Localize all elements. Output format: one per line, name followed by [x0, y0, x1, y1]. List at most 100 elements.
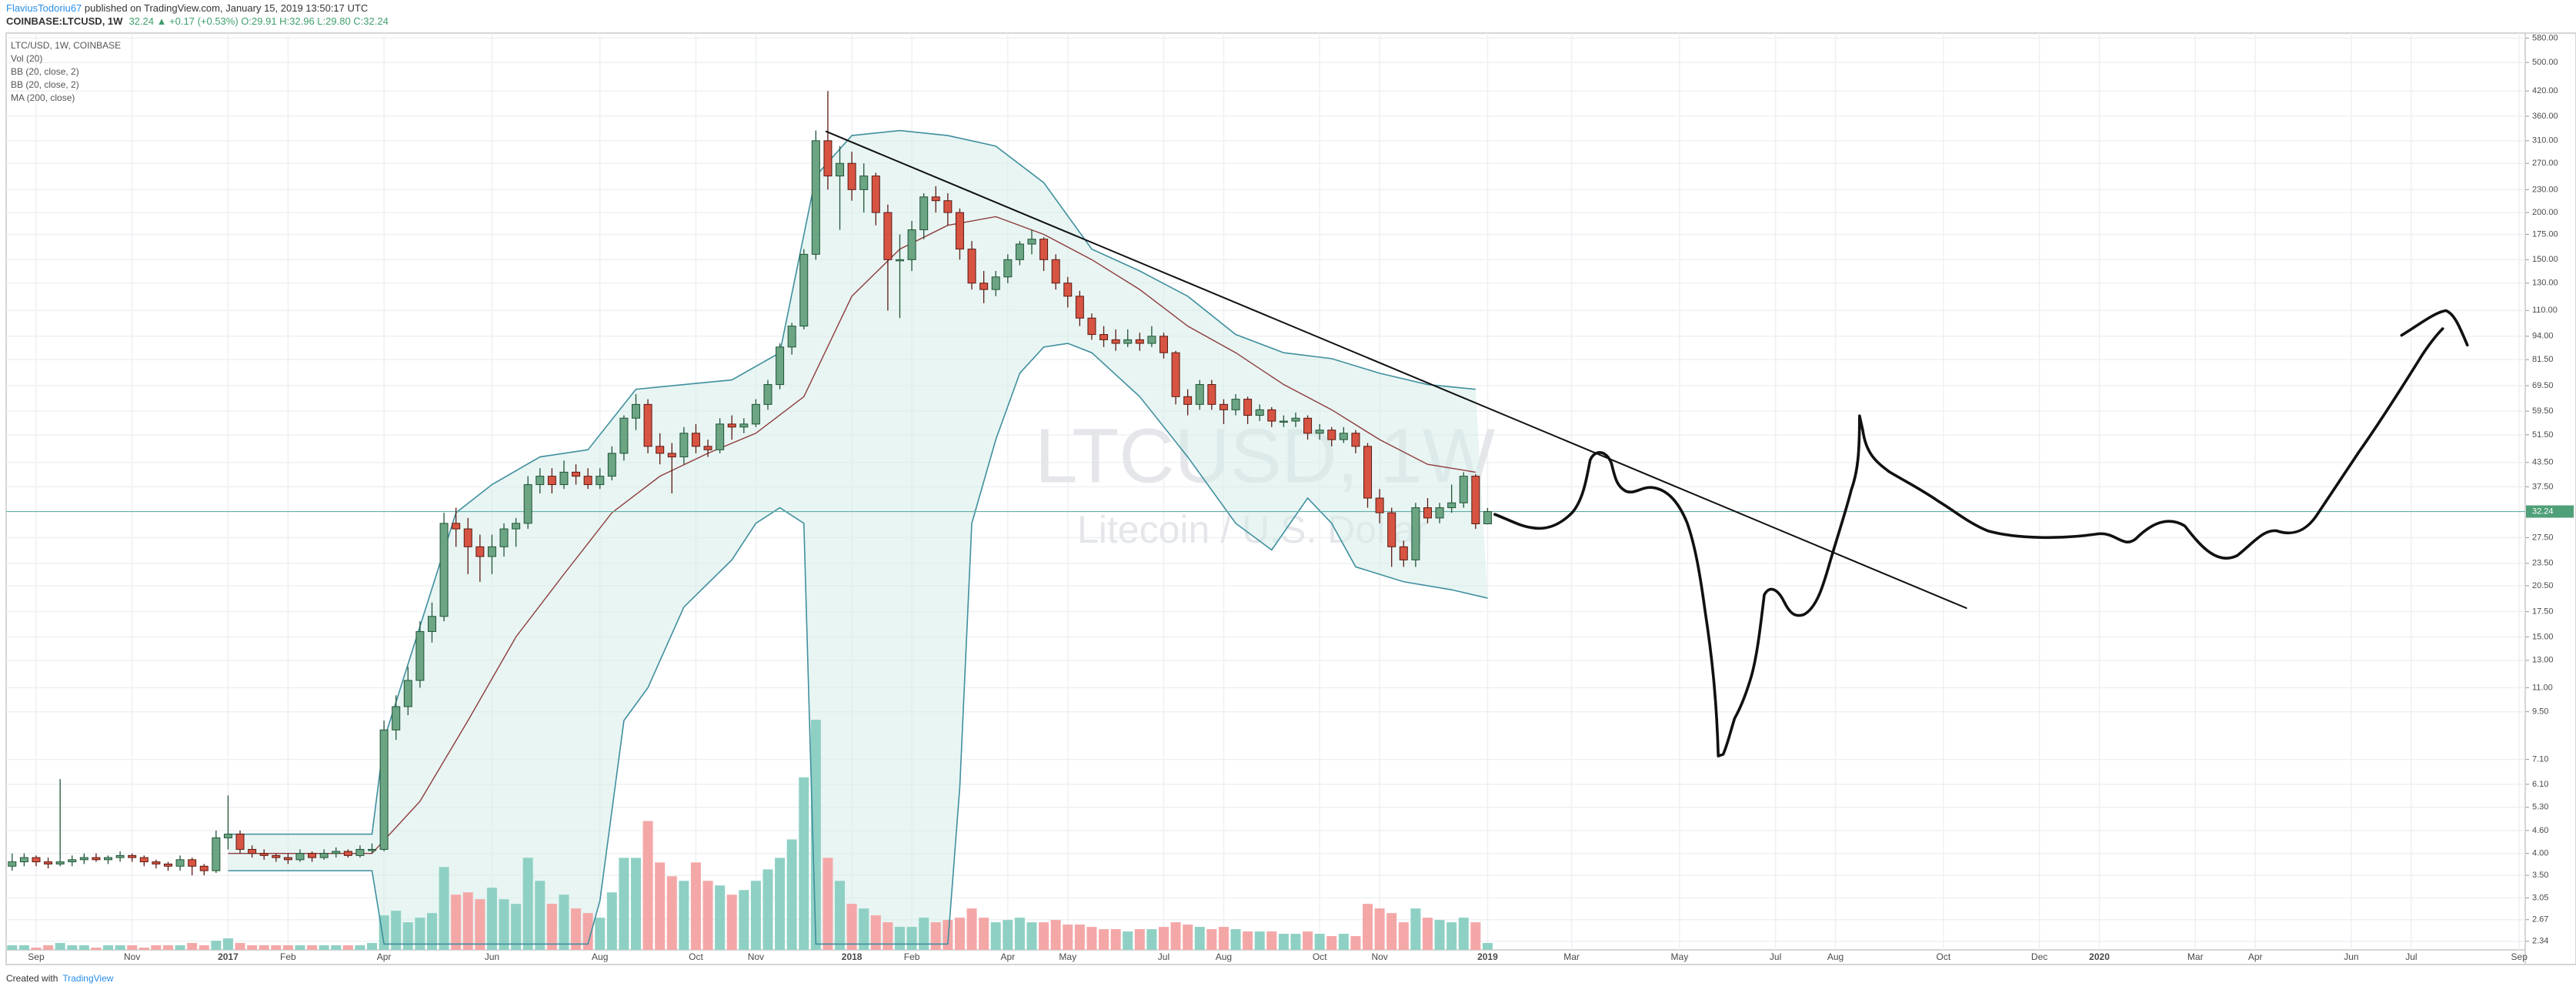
x-tick-label: 2020: [2089, 951, 2110, 962]
publish-line: FlaviusTodoriu67 published on TradingVie…: [6, 2, 368, 14]
candle-body: [259, 853, 269, 856]
x-tick-label: Nov: [124, 951, 140, 962]
volume-bar: [379, 915, 389, 950]
volume-bar: [355, 945, 365, 950]
candle-body: [1183, 396, 1193, 405]
x-tick-label: 2017: [218, 951, 239, 962]
x-tick-label: Apr: [2248, 951, 2263, 962]
volume-bar: [475, 899, 486, 950]
forecast-drawing[interactable]: [1493, 327, 2444, 757]
chart-frame: [5, 32, 2576, 965]
volume-bar: [331, 945, 342, 950]
legend-entry: BB (20, close, 2): [11, 66, 79, 77]
candle-body: [175, 859, 185, 867]
volume-bar: [666, 876, 677, 950]
candle-body: [332, 851, 341, 854]
x-tick-label: Apr: [1000, 951, 1015, 962]
volume-bar: [439, 867, 449, 950]
x-tick-label: 2018: [842, 951, 863, 962]
candle-body: [272, 854, 281, 858]
volume-bar: [823, 858, 833, 950]
volume-bar: [259, 945, 269, 950]
volume-bar: [954, 918, 965, 950]
candle-body: [1039, 239, 1049, 260]
volume-bar: [799, 777, 809, 950]
volume-bar: [655, 862, 666, 950]
footer-prefix: Created with: [6, 973, 58, 984]
quote: 32.24 ▲ +0.17 (+0.53%) O:29.91 H:32.96 L…: [128, 15, 388, 27]
volume-bar: [115, 945, 125, 950]
volume-bar: [750, 881, 761, 950]
candle-body: [152, 861, 161, 864]
volume-bar: [1398, 922, 1409, 950]
volume-bar: [282, 945, 293, 950]
candle-body: [871, 176, 880, 213]
volume-bar: [55, 943, 65, 950]
candle-body: [392, 706, 401, 731]
volume-bar: [247, 945, 258, 950]
y-tick-label: 420.00: [2532, 86, 2558, 95]
candle-body: [1423, 507, 1432, 519]
user-drawings: [825, 130, 2469, 757]
plot: [6, 91, 2525, 950]
candle-body: [343, 851, 352, 856]
candle-body: [1279, 420, 1288, 423]
volume-bar: [7, 945, 18, 950]
trend-line[interactable]: [825, 130, 1967, 609]
legend: LTC/USD, 1W, COINBASE Vol (20) BB (20, clo…: [11, 40, 121, 103]
y-tick-label: 4.00: [2532, 849, 2548, 858]
y-tick-label: 9.50: [2532, 707, 2548, 717]
forecast-arrow[interactable]: [2400, 309, 2469, 347]
volume-bar: [1003, 920, 1013, 950]
x-tick-label: Mar: [1563, 951, 1580, 962]
candle-body: [907, 229, 916, 260]
candle-body: [967, 249, 976, 284]
volume-bar: [679, 881, 689, 950]
volume-bar: [1254, 931, 1265, 950]
x-tick-label: Jun: [485, 951, 499, 962]
volume-bar: [1134, 929, 1145, 950]
y-tick-label: 23.50: [2532, 559, 2554, 568]
candle-body: [596, 476, 605, 486]
candle-body: [139, 857, 148, 863]
candle-body: [1231, 399, 1240, 410]
volume-bar: [486, 888, 497, 950]
author[interactable]: FlaviusTodoriu67: [6, 2, 82, 14]
volume-bar: [175, 945, 185, 950]
candle-body: [619, 417, 629, 454]
candle-body: [1291, 417, 1300, 422]
candle-body: [379, 729, 389, 850]
volume-bar: [211, 941, 222, 950]
volume-bar: [522, 858, 533, 950]
volume-bar: [1410, 908, 1421, 950]
volume-bar: [1278, 934, 1289, 950]
volume-bar: [78, 945, 89, 950]
y-tick-label: 580.00: [2532, 33, 2558, 42]
y-tick-label: 2.67: [2532, 915, 2548, 924]
candle-body: [955, 212, 964, 250]
volume-bar: [690, 862, 701, 950]
y-tick-label: 20.50: [2532, 581, 2554, 590]
candle-body: [1411, 507, 1420, 560]
symbol: COINBASE:LTCUSD, 1W: [6, 15, 123, 27]
candle-body: [1207, 384, 1216, 405]
y-tick-label: 11.00: [2532, 683, 2553, 692]
candle-body: [1135, 339, 1144, 344]
candle-body: [1147, 336, 1156, 344]
volume-bar: [835, 881, 846, 950]
candle-body: [1063, 283, 1073, 297]
y-tick-label: 13.00: [2532, 656, 2554, 665]
volume-bar: [31, 948, 42, 950]
y-tick-label: 3.05: [2532, 893, 2548, 902]
volume-bar: [702, 881, 713, 950]
y-tick-label: 175.00: [2532, 229, 2558, 239]
y-tick-label: 3.50: [2532, 871, 2548, 880]
volume-bar: [631, 858, 641, 950]
volume-bar: [546, 904, 557, 950]
candle-body: [667, 453, 676, 458]
candle-body: [559, 471, 569, 486]
volume-bar: [402, 922, 413, 950]
candle-body: [787, 326, 796, 348]
volume-bar: [775, 858, 786, 950]
footer-brand[interactable]: TradingView: [62, 973, 113, 984]
